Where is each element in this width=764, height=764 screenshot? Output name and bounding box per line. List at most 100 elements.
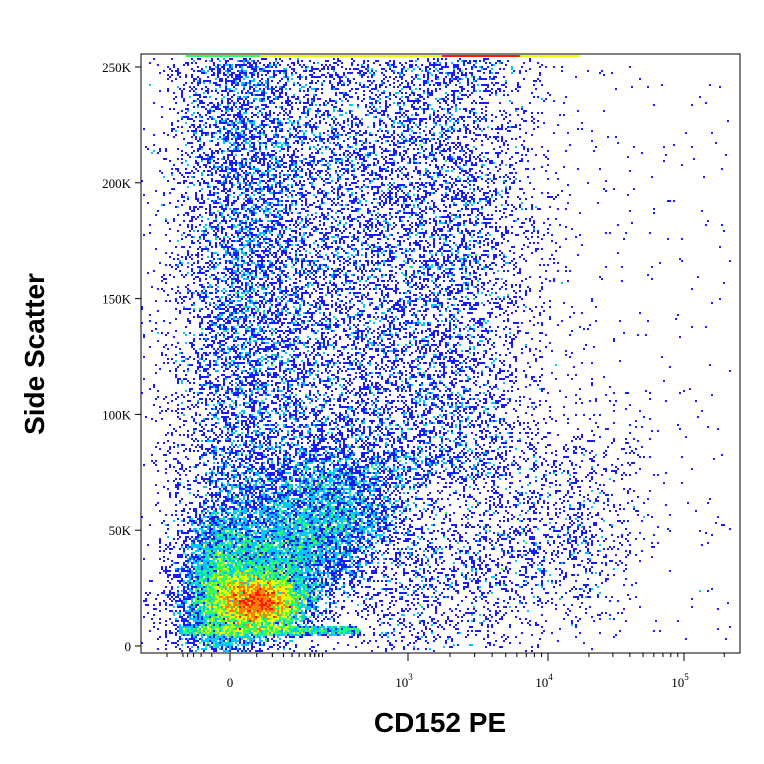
event-point <box>389 60 391 62</box>
event-point <box>401 108 403 110</box>
event-point <box>281 70 283 72</box>
event-point <box>351 116 353 118</box>
event-point <box>385 198 387 200</box>
event-point <box>361 118 363 120</box>
event-point <box>387 188 389 190</box>
event-point <box>245 116 247 118</box>
event-point <box>463 186 465 188</box>
event-point <box>423 138 425 140</box>
event-point <box>179 72 181 74</box>
event-point <box>301 208 303 210</box>
event-point <box>321 212 323 214</box>
event-point <box>261 208 263 210</box>
event-point <box>341 164 343 166</box>
event-point <box>383 114 385 116</box>
event-point <box>441 126 443 128</box>
event-point <box>293 160 295 162</box>
event-point <box>213 194 215 196</box>
event-point <box>489 94 491 96</box>
event-point <box>509 166 511 168</box>
event-point <box>407 82 409 84</box>
event-point <box>229 124 231 126</box>
event-point <box>373 80 375 82</box>
event-point <box>485 110 487 112</box>
event-point <box>395 194 397 196</box>
event-point <box>237 216 239 218</box>
event-point <box>231 168 233 170</box>
event-point <box>393 222 395 224</box>
event-point <box>489 160 491 162</box>
event-point <box>343 74 345 76</box>
event-point <box>487 222 489 224</box>
event-point <box>213 72 215 74</box>
event-point <box>523 62 525 64</box>
event-point <box>239 122 241 124</box>
event-point <box>445 160 447 162</box>
event-point <box>195 116 197 118</box>
event-point <box>153 150 155 152</box>
event-point <box>249 136 251 138</box>
event-point <box>351 194 353 196</box>
event-point <box>379 112 381 114</box>
event-point <box>415 166 417 168</box>
event-point <box>347 216 349 218</box>
event-point <box>269 96 271 98</box>
event-point <box>489 136 491 138</box>
event-point <box>441 134 443 136</box>
event-point <box>393 154 395 156</box>
event-point <box>305 138 307 140</box>
event-point <box>253 182 255 184</box>
event-point <box>445 100 447 102</box>
event-point <box>315 104 317 106</box>
event-point <box>213 168 215 170</box>
event-point <box>249 182 251 184</box>
event-point <box>259 84 261 86</box>
event-point <box>487 186 489 188</box>
event-point <box>267 66 269 68</box>
event-point <box>255 66 257 68</box>
event-point <box>201 88 203 90</box>
event-point <box>221 118 223 120</box>
event-point <box>305 200 307 202</box>
event-point <box>479 96 481 98</box>
event-point <box>191 136 193 138</box>
event-point <box>225 204 227 206</box>
event-point <box>281 196 283 198</box>
event-point <box>227 214 229 216</box>
event-point <box>283 72 285 74</box>
event-point <box>229 190 231 192</box>
event-point <box>247 118 249 120</box>
event-point <box>259 94 261 96</box>
event-point <box>299 88 301 90</box>
event-point <box>305 102 307 104</box>
event-point <box>513 126 515 128</box>
event-point <box>337 144 339 146</box>
event-point <box>381 114 383 116</box>
event-point <box>249 86 251 88</box>
event-point <box>641 152 643 154</box>
event-point <box>447 112 449 114</box>
event-point <box>231 224 233 226</box>
event-point <box>629 170 631 172</box>
event-point <box>345 182 347 184</box>
event-point <box>261 114 263 116</box>
event-point <box>193 134 195 136</box>
event-point <box>275 156 277 158</box>
event-point <box>407 206 409 208</box>
event-point <box>361 66 363 68</box>
event-point <box>167 134 169 136</box>
event-point <box>357 220 359 222</box>
event-point <box>491 128 493 130</box>
event-point <box>235 102 237 104</box>
event-point <box>249 224 251 226</box>
event-point <box>487 158 489 160</box>
event-point <box>385 218 387 220</box>
event-point <box>223 96 225 98</box>
event-point <box>407 100 409 102</box>
event-point <box>203 96 205 98</box>
event-point <box>383 184 385 186</box>
event-point <box>305 112 307 114</box>
event-point <box>241 222 243 224</box>
event-point <box>471 152 473 154</box>
event-point <box>507 122 509 124</box>
